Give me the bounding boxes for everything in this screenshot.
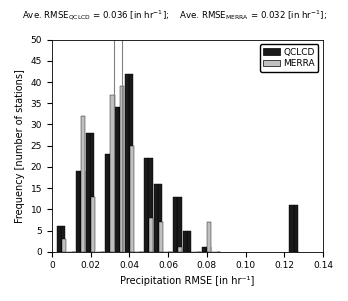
Bar [62,239,66,252]
Y-axis label: Frequency [number of stations]: Frequency [number of stations] [15,69,25,222]
Legend: QCLCD, MERRA: QCLCD, MERRA [260,44,318,72]
Bar [61,226,65,252]
Bar [202,247,206,252]
Bar [76,171,80,252]
Bar [91,197,95,252]
Bar [154,184,158,252]
Bar [144,158,148,252]
Bar [105,154,110,252]
Bar [187,231,191,252]
Bar [294,205,298,252]
Bar [115,107,119,252]
Bar [183,231,187,252]
Text: Ave. RMSE$_{\mathregular{QCLCD}}$ = 0.036 [in hr$^{-1}$];    Ave. RMSE$_{\mathre: Ave. RMSE$_{\mathregular{QCLCD}}$ = 0.03… [22,9,326,23]
Bar [119,107,124,252]
Bar [110,154,114,252]
Bar [173,197,177,252]
Bar [81,116,86,252]
Bar [178,247,182,252]
Bar [110,95,114,252]
Bar [149,218,153,252]
X-axis label: Precipitation RMSE [in hr⁻¹]: Precipitation RMSE [in hr⁻¹] [120,276,255,286]
Bar [159,222,163,252]
Bar [148,158,152,252]
Bar [177,197,182,252]
Bar [206,247,211,252]
Bar [207,222,212,252]
Bar [130,146,134,252]
Bar [129,73,133,252]
Bar [86,133,90,252]
Bar [158,184,162,252]
Bar [289,205,294,252]
Bar [90,133,94,252]
Bar [120,86,124,252]
Bar [125,73,129,252]
Bar [57,226,61,252]
Bar [80,171,85,252]
